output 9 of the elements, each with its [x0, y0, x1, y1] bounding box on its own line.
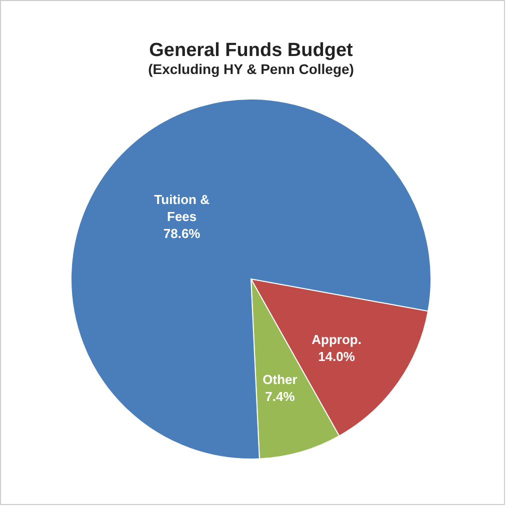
data-label: 14.0% [318, 348, 356, 364]
slice-label: Tuition & Fees [154, 192, 210, 224]
pie-slice [70, 98, 432, 460]
chart-title: General Funds Budget [149, 40, 354, 61]
slice-label: Approp. [312, 332, 362, 347]
slice-label: Other [262, 372, 298, 387]
data-label: 78.6% [163, 226, 201, 242]
chart-subtitle: (Excluding HY & Penn College) [148, 61, 354, 77]
data-label: 7.4% [265, 388, 296, 404]
